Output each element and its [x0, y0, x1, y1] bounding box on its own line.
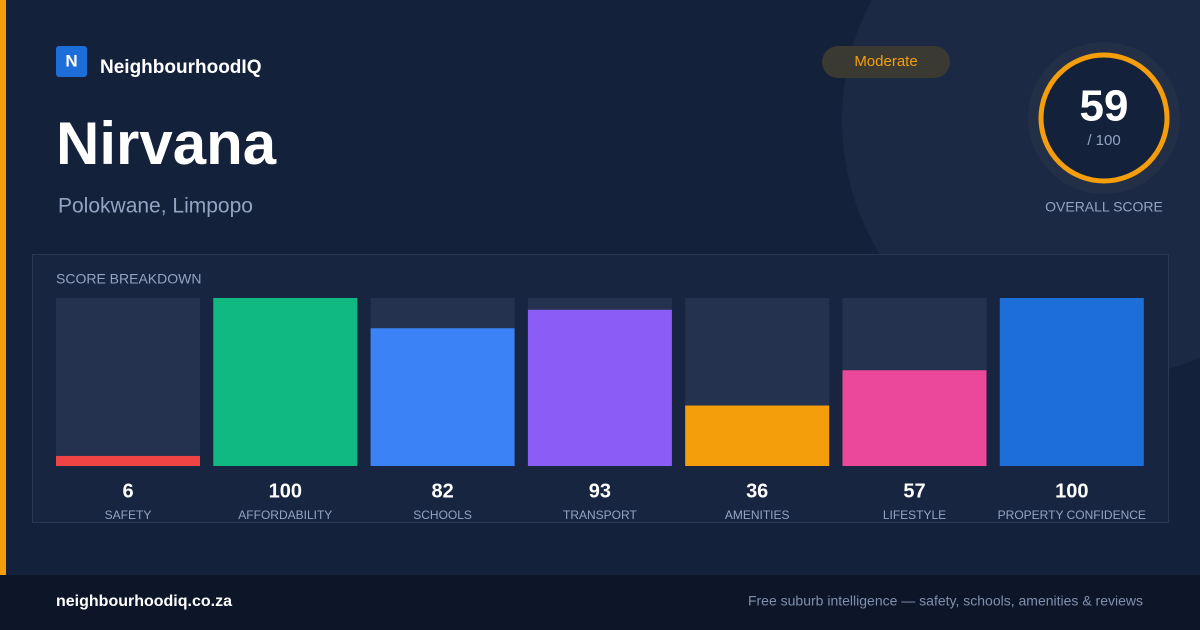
- bar: [370, 328, 515, 466]
- value-label: 100: [1055, 480, 1088, 502]
- badge-text: Moderate: [854, 53, 917, 70]
- bar: [685, 405, 830, 466]
- category-label: PROPERTY CONFIDENCE: [998, 508, 1146, 522]
- footer-url: neighbourhoodiq.co.za: [56, 593, 232, 610]
- category-label: SAFETY: [105, 508, 152, 522]
- bar: [56, 455, 200, 466]
- value-label: 6: [122, 480, 133, 502]
- bar: [213, 298, 358, 466]
- value-label: 82: [431, 480, 453, 502]
- logo-letter: N: [65, 51, 77, 70]
- chart-title: SCORE BREAKDOWN: [56, 271, 201, 287]
- value-label: 93: [589, 480, 611, 502]
- score-label: OVERALL SCORE: [1045, 199, 1163, 215]
- category-label: TRANSPORT: [563, 508, 637, 522]
- category-label: AMENITIES: [725, 508, 790, 522]
- score-ring: [1038, 52, 1170, 184]
- value-label: 57: [903, 480, 925, 502]
- footer-tagline: Free suburb intelligence — safety, schoo…: [748, 593, 1143, 609]
- logo: [56, 46, 87, 77]
- category-label: SCHOOLS: [413, 508, 472, 522]
- bar: [999, 298, 1144, 466]
- brand-name: NeighbourhoodIQ: [100, 57, 261, 78]
- score-out-of: / 100: [1087, 132, 1120, 149]
- category-label: LIFESTYLE: [883, 508, 946, 522]
- category-label: AFFORDABILITY: [238, 508, 332, 522]
- bar-track: [56, 298, 200, 466]
- bar: [527, 309, 672, 466]
- bar: [842, 370, 987, 466]
- badge: [822, 46, 950, 78]
- value-label: 36: [746, 480, 768, 502]
- accent-stripe: [0, 0, 6, 575]
- score-value: 59: [1080, 82, 1129, 131]
- location: Polokwane, Limpopo: [58, 195, 253, 218]
- suburb-name: Nirvana: [56, 110, 277, 177]
- footer: [0, 575, 1200, 630]
- value-label: 100: [269, 480, 302, 502]
